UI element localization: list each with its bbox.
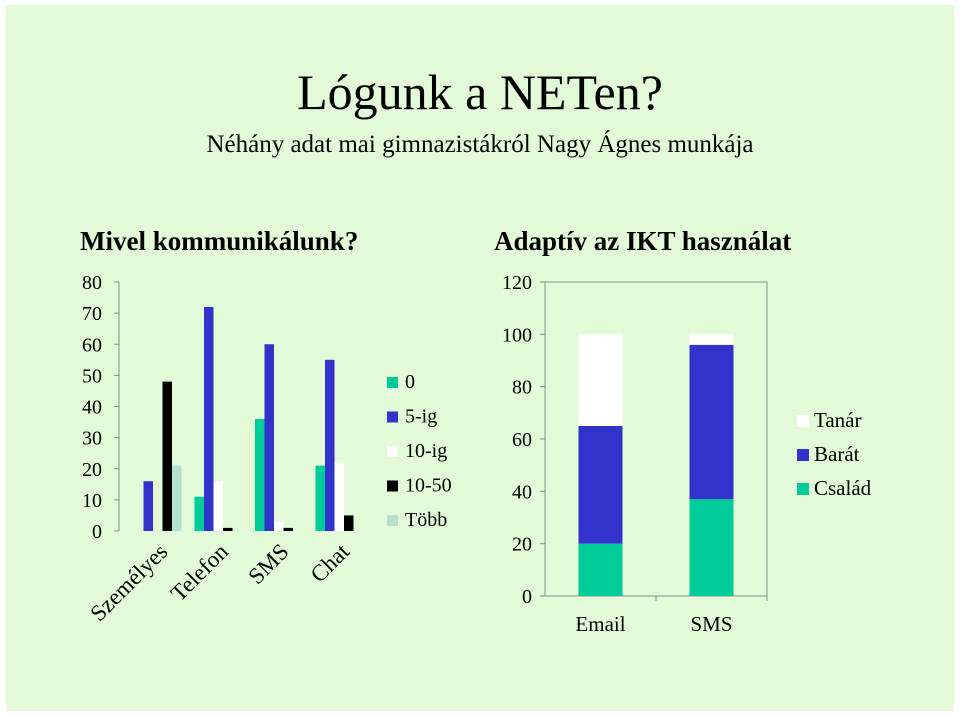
- chart2-y-tick-label: 80: [512, 377, 532, 399]
- chart1-legend-label: 0: [405, 371, 415, 393]
- chart1-bar-szemelyes-tobb: [172, 465, 182, 531]
- chart2-y-tick-label: 120: [502, 272, 532, 294]
- chart1-bar-telefon-10-ig: [213, 481, 223, 531]
- chart1-legend-swatch-10-50: [387, 480, 398, 492]
- chart1-y-tick-label: 20: [82, 459, 102, 481]
- chart2-legend-swatch-csalad: [797, 483, 809, 495]
- chart2-plot-area: [544, 281, 768, 597]
- chart1-title: Mivel kommunikálunk?: [80, 226, 359, 256]
- chart2-bar-email-tanar: [578, 334, 623, 426]
- slide-title: Lógunk a NETen?: [297, 64, 663, 120]
- slide-subtitle: Néhány adat mai gimnazistákról Nagy Ágne…: [206, 131, 754, 158]
- chart1-bar-sms-0: [255, 418, 265, 531]
- chart2-legend-swatch-tanar: [797, 415, 809, 427]
- chart1-bar-szemelyes-10-50: [162, 381, 172, 531]
- chart1-bar-sms-5-ig: [264, 344, 274, 531]
- chart1-y-tick-label: 0: [92, 521, 102, 543]
- chart1-legend-swatch-0: [387, 377, 398, 388]
- chart1-y-tick-label: 70: [82, 303, 102, 325]
- chart2-ikt-usage: 0 20 40 60 80 100 120 Email SMS Tanár Barát Család: [502, 272, 872, 636]
- chart1-bar-telefon-5-ig: [204, 306, 214, 531]
- chart1-y-tick-label: 80: [82, 272, 102, 294]
- chart1-legend-label: 10-ig: [405, 440, 447, 462]
- chart2-bar-email-csalad: [578, 543, 623, 596]
- chart1-bar-telefon-0: [194, 496, 204, 531]
- chart1-y-tick-label: 10: [82, 490, 102, 512]
- chart1-legend-label: 5-ig: [405, 406, 437, 428]
- chart1-y-tick-label: 60: [82, 334, 102, 356]
- chart1-bar-sms-10-ig: [274, 521, 284, 531]
- chart1-bar-chat-10-ig: [334, 462, 344, 531]
- chart2-title: Adaptív az IKT használat: [494, 226, 792, 256]
- chart1-y-tick-label: 50: [82, 365, 102, 387]
- chart2-y-tick-label: 0: [522, 586, 532, 608]
- chart2-category-label: Email: [575, 612, 625, 636]
- chart2-y-tick-label: 100: [502, 324, 532, 346]
- chart1-bar-szemelyes-5-ig: [143, 481, 153, 531]
- chart2-legend-swatch-barat: [797, 449, 809, 461]
- chart1-legend-label: Több: [405, 509, 447, 531]
- chart2-legend-label: Barát: [814, 442, 860, 466]
- chart1-y-tick-label: 40: [82, 397, 102, 419]
- chart2-category-label: SMS: [690, 612, 732, 636]
- chart2-y-tick-label: 60: [512, 429, 532, 451]
- chart1-legend-swatch-tobb: [387, 515, 398, 526]
- chart2-y-tick-label: 20: [512, 534, 532, 556]
- chart1-y-tick-label: 30: [82, 428, 102, 450]
- chart1-legend-label: 10-50: [405, 475, 452, 497]
- chart2-legend-label: Tanár: [814, 408, 862, 432]
- chart2-bar-sms-barat: [689, 344, 734, 500]
- chart1-legend-swatch-5-ig: [387, 411, 398, 423]
- chart1-bar-chat-0: [315, 465, 325, 531]
- chart2-bar-sms-csalad: [689, 499, 734, 596]
- chart1-bar-chat-10-50: [344, 515, 354, 531]
- chart2-bar-email-barat: [578, 425, 623, 544]
- chart1-bar-chat-5-ig: [325, 359, 335, 531]
- chart1-bar-sms-10-50: [283, 527, 293, 531]
- slide: Lógunk a NETen? Néhány adat mai gimnazis…: [6, 5, 954, 711]
- chart2-bar-sms-tanar: [689, 334, 734, 345]
- chart2-y-tick-label: 40: [512, 481, 532, 503]
- chart2-legend-label: Család: [814, 476, 872, 500]
- chart1-legend-swatch-10-ig: [387, 446, 398, 457]
- chart1-bar-telefon-10-50: [223, 527, 233, 531]
